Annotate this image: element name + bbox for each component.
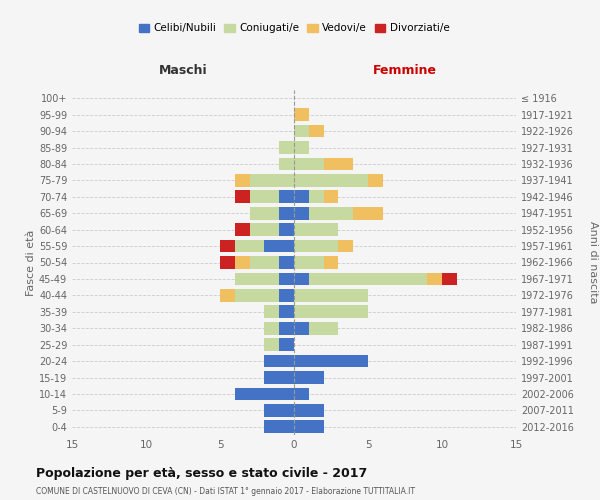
Bar — [250, 256, 279, 269]
Bar — [353, 207, 383, 220]
Bar — [294, 141, 309, 154]
Text: Maschi: Maschi — [158, 64, 208, 77]
Text: COMUNE DI CASTELNUOVO DI CEVA (CN) - Dati ISTAT 1° gennaio 2017 - Elaborazione T: COMUNE DI CASTELNUOVO DI CEVA (CN) - Dat… — [36, 488, 415, 496]
Bar — [265, 420, 294, 433]
Bar — [294, 174, 368, 187]
Bar — [294, 306, 368, 318]
Bar — [279, 158, 294, 170]
Bar — [220, 289, 235, 302]
Bar — [279, 272, 294, 285]
Bar — [323, 190, 338, 203]
Bar — [235, 223, 250, 236]
Bar — [294, 404, 323, 417]
Bar — [279, 322, 294, 334]
Bar — [294, 388, 309, 400]
Bar — [309, 190, 323, 203]
Bar — [442, 272, 457, 285]
Bar — [294, 223, 338, 236]
Bar — [294, 207, 309, 220]
Bar — [265, 404, 294, 417]
Bar — [250, 207, 279, 220]
Bar — [309, 124, 323, 138]
Bar — [235, 272, 279, 285]
Bar — [279, 190, 294, 203]
Bar — [309, 272, 427, 285]
Bar — [235, 240, 265, 252]
Bar — [309, 207, 353, 220]
Bar — [279, 223, 294, 236]
Bar — [265, 338, 279, 351]
Legend: Celibi/Nubili, Coniugati/e, Vedovi/e, Divorziati/e: Celibi/Nubili, Coniugati/e, Vedovi/e, Di… — [134, 20, 454, 38]
Bar — [323, 158, 353, 170]
Bar — [294, 190, 309, 203]
Bar — [220, 240, 235, 252]
Bar — [294, 256, 323, 269]
Bar — [250, 223, 279, 236]
Bar — [294, 371, 323, 384]
Bar — [235, 256, 250, 269]
Bar — [279, 207, 294, 220]
Y-axis label: Fasce di età: Fasce di età — [26, 230, 36, 296]
Bar — [279, 306, 294, 318]
Bar — [294, 240, 338, 252]
Bar — [427, 272, 442, 285]
Bar — [265, 240, 294, 252]
Bar — [294, 108, 309, 121]
Bar — [265, 322, 279, 334]
Bar — [294, 158, 323, 170]
Bar — [323, 256, 338, 269]
Bar — [294, 124, 309, 138]
Text: Femmine: Femmine — [373, 64, 437, 77]
Bar — [294, 420, 323, 433]
Bar — [279, 141, 294, 154]
Bar — [279, 338, 294, 351]
Bar — [368, 174, 383, 187]
Bar — [279, 256, 294, 269]
Y-axis label: Anni di nascita: Anni di nascita — [587, 221, 598, 304]
Bar — [220, 256, 235, 269]
Bar — [279, 289, 294, 302]
Bar — [294, 289, 368, 302]
Text: Popolazione per età, sesso e stato civile - 2017: Popolazione per età, sesso e stato civil… — [36, 468, 367, 480]
Bar — [235, 174, 250, 187]
Bar — [250, 174, 294, 187]
Bar — [265, 371, 294, 384]
Bar — [250, 190, 279, 203]
Bar — [235, 289, 279, 302]
Bar — [309, 322, 338, 334]
Bar — [294, 354, 368, 368]
Bar — [265, 354, 294, 368]
Bar — [338, 240, 353, 252]
Bar — [294, 272, 309, 285]
Bar — [294, 322, 309, 334]
Bar — [235, 388, 294, 400]
Bar — [265, 306, 279, 318]
Bar — [235, 190, 250, 203]
